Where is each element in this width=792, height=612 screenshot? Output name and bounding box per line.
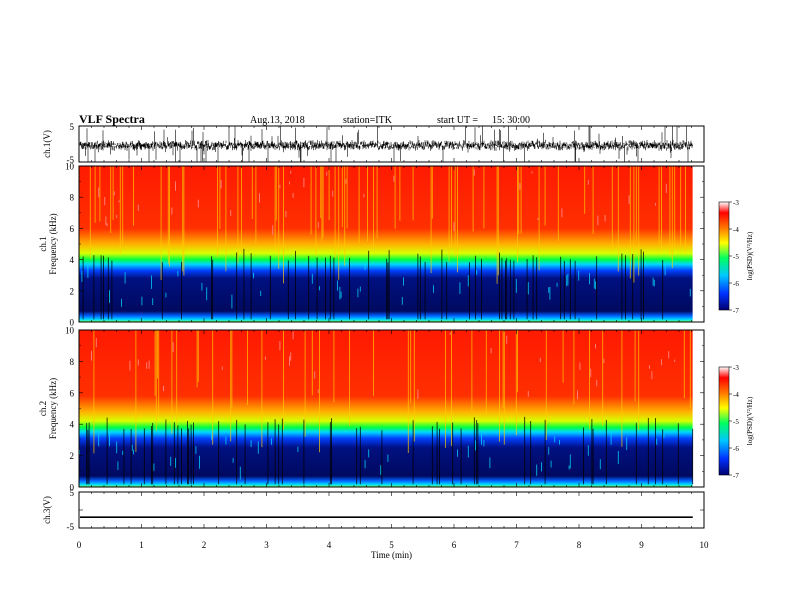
ch1-colorbar-tick-label: -6 — [733, 280, 739, 288]
ch1-spec-ytick-label: 8 — [70, 193, 75, 203]
ch2-colorbar-label: log(PSD)(V²/Hz) — [746, 396, 754, 445]
ch1-spec-ytick-label: 6 — [70, 224, 75, 234]
ch2-colorbar-tick-label: -7 — [733, 472, 739, 480]
ch1-spec-emission-streaks — [89, 166, 686, 284]
ch1-colorbar: -3 -4 -5 -6 -7 log(PSD)(V²/Hz) — [718, 199, 754, 315]
ch1-spec-spectrum — [79, 166, 693, 322]
chart-title: VLF Spectra — [79, 112, 145, 126]
time-tick-label: 9 — [639, 540, 644, 550]
date-label: Aug.13, 2018 — [250, 115, 305, 126]
ch1-spec-ytick-label: 4 — [70, 255, 75, 265]
time-axis-label: Time (min) — [371, 550, 412, 560]
ch1-colorbar-tick-label: -3 — [733, 199, 739, 207]
ch1-trace — [79, 126, 693, 162]
ch1-ytick-label: -5 — [67, 155, 75, 165]
ch3-wave-ylabel: ch.3(V) — [42, 496, 52, 524]
ch1-colorbar-label: log(PSD)(V²/Hz) — [746, 231, 754, 280]
ch1-spec-flares — [81, 263, 691, 309]
ch1-spec-ylabel: ch.1Frequency (kHz) — [38, 213, 58, 274]
ch2-spec-ytick-label: 0 — [70, 483, 75, 493]
ch2-spectrogram-panel: 0 2 4 6 8 10 ch.2Frequency (kHz) — [38, 326, 705, 493]
ch2-spec-ylabel: ch.2Frequency (kHz) — [38, 378, 58, 439]
ch1-colorbar-tick-label: -4 — [733, 226, 739, 234]
ch2-colorbar-gradient — [718, 366, 730, 476]
time-tick-label: 6 — [452, 540, 457, 550]
ch2-spec-ytick-label: 2 — [70, 451, 75, 461]
ch2-colorbar: -3 -4 -5 -6 -7 log(PSD)(V²/Hz) — [718, 364, 754, 480]
ch2-colorbar-tick-label: -4 — [733, 391, 739, 399]
time-tick-label: 3 — [264, 540, 269, 550]
ch1-spec-ytick-label: 0 — [70, 318, 75, 328]
time-tick-label: 0 — [77, 540, 82, 550]
ch2-spec-ytick-label: 4 — [70, 420, 75, 430]
time-tick-label: 4 — [327, 540, 332, 550]
ch1-ytick-label: 5 — [70, 122, 75, 132]
ch1-spec-ytick-label: 2 — [70, 286, 75, 296]
ch1-colorbar-tick-label: -7 — [733, 307, 739, 315]
ch1-spectrogram-panel: 0 2 4 6 8 10 ch.1Frequency (kHz) — [38, 162, 705, 328]
ch1-spec-speckle — [98, 169, 667, 236]
start-ut-label: start UT = — [437, 115, 479, 126]
ch2-spec-ytick-label: 6 — [70, 388, 75, 398]
time-tick-label: 2 — [202, 540, 207, 550]
ch1-wave-ylabel: ch.1(V) — [42, 130, 52, 158]
ch2-spec-speckle — [91, 331, 676, 400]
ch2-spec-ytick-label: 8 — [70, 357, 75, 367]
ch2-spec-sferic-streaks — [86, 416, 694, 485]
ch2-colorbar-tick-label: -6 — [733, 445, 739, 453]
ch3-wave-frame — [78, 491, 705, 529]
ch1-spec-ytick-label: 10 — [65, 162, 75, 172]
ch1-colorbar-gradient — [718, 201, 730, 311]
time-tick-label: 7 — [514, 540, 519, 550]
time-tick-label: 5 — [389, 540, 394, 550]
ch1-colorbar-tick-label: -5 — [733, 253, 739, 261]
time-tick-label: 10 — [700, 540, 710, 550]
ch2-spec-ytick-label: 10 — [65, 326, 75, 336]
ch2-colorbar-tick-label: -5 — [733, 418, 739, 426]
ch2-colorbar-tick-label: -3 — [733, 364, 739, 372]
time-tick-label: 1 — [139, 540, 144, 550]
station-label: station=ITK — [343, 115, 392, 126]
ch1-spec-sferic-streaks — [82, 248, 664, 320]
start-time-label: 15: 30:00 — [492, 115, 531, 126]
ch2-spec-emission-streaks — [93, 330, 691, 454]
time-tick-label: 8 — [577, 540, 582, 550]
ch3-ytick-label: 5 — [70, 488, 75, 498]
ch3-waveform-panel: 5 -5 ch.3(V) — [42, 488, 705, 532]
ch1-waveform-panel: 5 -5 ch.1(V) — [42, 122, 705, 165]
time-axis: 0 1 2 3 4 5 6 7 8 9 10 Time (min) — [77, 540, 709, 560]
ch3-ytick-label: -5 — [67, 522, 75, 532]
